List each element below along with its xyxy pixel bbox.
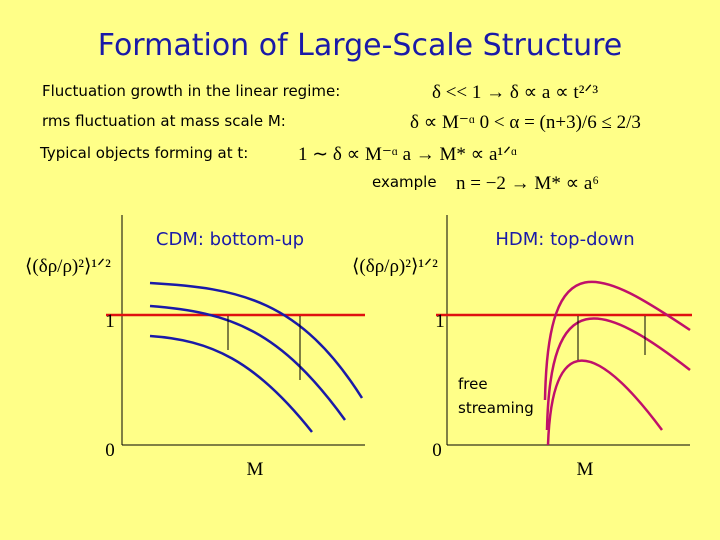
curve: [543, 280, 691, 401]
row-label: Typical objects forming at t:: [39, 144, 248, 162]
curve: [149, 334, 313, 433]
tick-label: 0: [432, 440, 442, 461]
row-label: example: [372, 173, 437, 191]
panel-title: HDM: top-down: [495, 229, 634, 250]
row-formula: n = −2 → M* ∝ a⁶: [456, 173, 599, 194]
annotation: streaming: [458, 399, 534, 417]
annotation: free: [458, 375, 488, 393]
tick-label: 0: [105, 440, 115, 461]
row-formula: δ << 1 → δ ∝ a ∝ t²ᐟ³: [432, 82, 598, 103]
tick-label: 1: [435, 311, 445, 332]
row-formula: 1 ∼ δ ∝ M⁻ᵅ a → M* ∝ a¹ᐟᵅ: [298, 144, 517, 165]
curve: [546, 359, 664, 446]
title: Formation of Large-Scale Structure: [98, 28, 622, 63]
row-label: rms fluctuation at mass scale M:: [42, 112, 286, 130]
x-label: M: [577, 459, 594, 480]
row-label: Fluctuation growth in the linear regime:: [42, 82, 340, 100]
y-label: ⟨(δρ/ρ)²⟩¹ᐟ²: [352, 256, 438, 277]
curve: [149, 304, 347, 421]
y-label: ⟨(δρ/ρ)²⟩¹ᐟ²: [25, 256, 111, 277]
row-formula: δ ∝ M⁻ᵅ 0 < α = (n+3)/6 ≤ 2/3: [410, 112, 641, 133]
tick-label: 1: [105, 311, 115, 332]
panel-title: CDM: bottom-up: [156, 229, 304, 250]
curve: [149, 281, 364, 399]
x-label: M: [247, 459, 264, 480]
curve: [545, 317, 691, 431]
